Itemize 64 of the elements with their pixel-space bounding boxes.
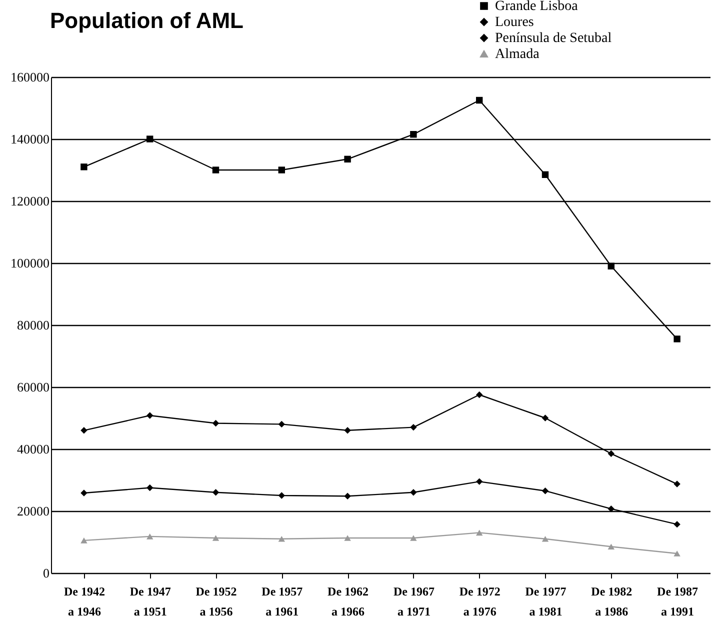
x-tick-label: De 1967 a 1971 [393, 584, 434, 618]
point [212, 535, 220, 541]
y-tick-label: 0 [43, 566, 50, 580]
y-tick-label: 20000 [17, 504, 50, 518]
point [608, 262, 615, 270]
y-tick-label: 120000 [10, 194, 50, 208]
legend-label: Península de Setubal [495, 31, 612, 46]
point [146, 136, 154, 142]
point [542, 414, 549, 422]
point [542, 171, 549, 178]
x-tick-label: De 1982 a 1986 [591, 584, 632, 618]
point [278, 536, 286, 542]
x-tick-label: De 1947 a 1951 [130, 584, 171, 618]
point [344, 427, 351, 434]
point [212, 420, 220, 427]
point [344, 492, 351, 500]
point [80, 538, 88, 544]
point [344, 535, 351, 541]
chart-title: Population of AML [50, 8, 244, 33]
point [410, 535, 417, 541]
point [146, 412, 154, 419]
point [212, 166, 220, 174]
legend-label: Grande Lisboa [495, 0, 579, 14]
point [476, 478, 483, 485]
x-tick-label: De 1972 a 1976 [459, 584, 500, 618]
y-tick-label: 100000 [10, 256, 50, 270]
point [212, 489, 220, 496]
x-tick-label: De 1987 a 1991 [657, 584, 698, 618]
point [344, 156, 351, 163]
point [476, 96, 483, 104]
point [410, 424, 417, 431]
point [476, 530, 483, 536]
y-tick-label: 60000 [17, 380, 50, 394]
point [608, 544, 615, 550]
point [608, 505, 615, 512]
x-tick-label: De 1957 a 1961 [262, 584, 303, 618]
y-tick-label: 160000 [10, 70, 50, 84]
y-tick-label: 40000 [17, 442, 50, 456]
y-tick-label: 80000 [17, 318, 50, 332]
point [278, 166, 286, 174]
point [674, 520, 680, 528]
point [674, 550, 680, 556]
legend-label: Loures [495, 15, 534, 30]
x-tick-label: De 1962 a 1966 [328, 584, 369, 618]
point [80, 164, 88, 170]
legend-label: Almada [495, 47, 540, 62]
point [674, 336, 680, 342]
point [608, 450, 615, 458]
point [278, 420, 286, 428]
point [278, 492, 286, 499]
point [542, 487, 549, 494]
point [410, 130, 417, 138]
point [146, 534, 154, 540]
x-tick-label: De 1952 a 1956 [196, 584, 237, 618]
point [80, 490, 88, 496]
x-tick-label: De 1977 a 1981 [525, 584, 566, 618]
point [410, 489, 417, 496]
x-tick-label: De 1942 a 1946 [64, 584, 105, 618]
y-tick-label: 140000 [10, 132, 50, 146]
point [80, 427, 88, 434]
point [476, 391, 483, 398]
point [146, 484, 154, 492]
point [674, 480, 680, 488]
point [542, 536, 549, 542]
